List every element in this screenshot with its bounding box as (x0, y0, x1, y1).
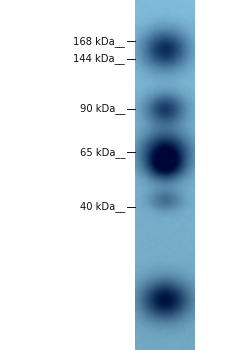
Text: 40 kDa__: 40 kDa__ (80, 201, 125, 212)
Text: 144 kDa__: 144 kDa__ (73, 53, 125, 64)
Text: 168 kDa__: 168 kDa__ (73, 36, 125, 47)
Text: 90 kDa__: 90 kDa__ (80, 103, 125, 114)
Text: 65 kDa__: 65 kDa__ (79, 147, 125, 158)
